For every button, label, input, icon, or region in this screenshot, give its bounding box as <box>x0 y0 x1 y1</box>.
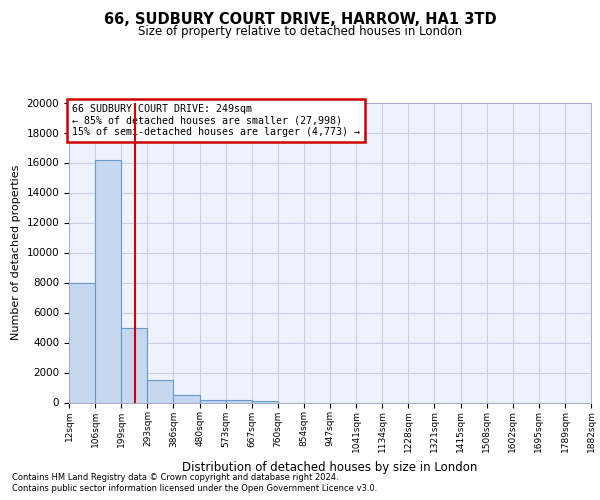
Text: 66 SUDBURY COURT DRIVE: 249sqm
← 85% of detached houses are smaller (27,998)
15%: 66 SUDBURY COURT DRIVE: 249sqm ← 85% of … <box>71 104 359 137</box>
Bar <box>200 400 226 402</box>
Y-axis label: Number of detached properties: Number of detached properties <box>11 165 21 340</box>
X-axis label: Distribution of detached houses by size in London: Distribution of detached houses by size … <box>182 460 478 473</box>
Text: 66, SUDBURY COURT DRIVE, HARROW, HA1 3TD: 66, SUDBURY COURT DRIVE, HARROW, HA1 3TD <box>104 12 496 28</box>
Bar <box>226 400 252 402</box>
Bar <box>148 380 173 402</box>
Bar <box>69 282 95 403</box>
Bar <box>173 395 200 402</box>
Bar <box>95 160 121 402</box>
Bar <box>121 328 148 402</box>
Text: Contains HM Land Registry data © Crown copyright and database right 2024.: Contains HM Land Registry data © Crown c… <box>12 472 338 482</box>
Text: Contains public sector information licensed under the Open Government Licence v3: Contains public sector information licen… <box>12 484 377 493</box>
Text: Size of property relative to detached houses in London: Size of property relative to detached ho… <box>138 25 462 38</box>
Bar <box>252 401 278 402</box>
